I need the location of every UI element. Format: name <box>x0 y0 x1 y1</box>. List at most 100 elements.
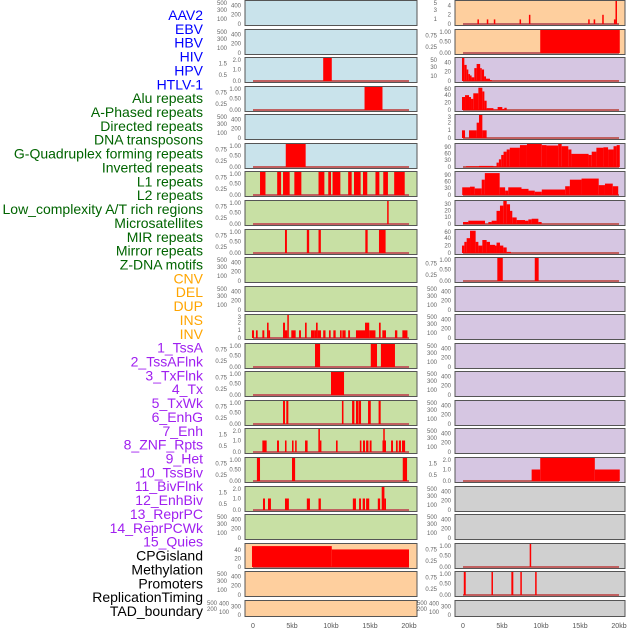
feature-label: ReplicationTiming <box>92 589 203 605</box>
y-tick-label: 0 <box>238 51 242 57</box>
feature-label: G-Quadruplex forming repeats <box>14 146 203 162</box>
y-tick-label: 1.0 <box>233 496 242 502</box>
panel-background <box>244 200 418 226</box>
data-bar <box>268 330 271 338</box>
y-tick-label: 0.50 <box>439 553 451 559</box>
data-bar <box>292 458 296 481</box>
y-tick-label: 500 <box>217 515 228 521</box>
data-bar <box>535 572 537 595</box>
y-tick-label: 2.0 <box>443 458 452 464</box>
y-tick-label: 200 <box>417 607 428 613</box>
data-bar <box>534 191 542 195</box>
y-tick-label: 200 <box>231 299 242 305</box>
feature-label: MIR repeats <box>127 229 203 245</box>
data-bar <box>473 93 479 110</box>
x-tick-label: 15kb <box>362 623 377 630</box>
panel-background <box>454 343 626 369</box>
data-bar <box>484 173 500 195</box>
data-bar <box>359 440 362 452</box>
data-bar <box>368 401 371 424</box>
data-bar <box>484 100 487 110</box>
data-bar <box>470 230 476 253</box>
data-bar <box>516 220 526 224</box>
data-bar <box>616 145 620 167</box>
data-bar <box>558 144 562 167</box>
data-bar <box>316 322 318 338</box>
feature-label: CNV <box>173 270 203 286</box>
y-tick-label: 100 <box>429 610 440 616</box>
panel-background <box>454 600 626 617</box>
data-bar <box>615 1 617 24</box>
data-bar <box>481 69 485 81</box>
data-bar <box>306 498 310 510</box>
x-tick-label: 10kb <box>323 623 338 630</box>
y-tick-label: 400 <box>231 3 242 9</box>
y-tick-label: 20 <box>234 556 241 562</box>
y-tick-label: 0.5 <box>219 444 228 450</box>
y-tick-label: 0.75 <box>215 405 227 411</box>
data-bar <box>318 429 320 452</box>
data-bar <box>512 217 517 224</box>
data-bar <box>333 330 336 338</box>
y-tick-label: 0.50 <box>229 239 241 245</box>
y-tick-label: 0.25 <box>215 159 227 165</box>
feature-label: 9_Het <box>166 451 203 467</box>
data-bar <box>521 188 529 195</box>
panel-background <box>454 257 626 283</box>
feature-label: L1 repeats <box>137 173 203 189</box>
data-bar <box>395 440 398 452</box>
panel-promoters: 0.000.250.500.751.00 <box>425 543 626 571</box>
y-tick-label: 0 <box>448 450 452 456</box>
y-tick-label: 0.75 <box>215 205 227 211</box>
data-bar <box>531 218 539 224</box>
y-tick-label: 40 <box>444 93 451 99</box>
y-tick-label: 1.00 <box>229 230 241 236</box>
data-bar <box>315 344 321 367</box>
y-tick-label: 300 <box>427 351 438 357</box>
data-bar <box>481 179 485 195</box>
feature-label: DUP <box>173 298 203 314</box>
feature-label: 1_TssA <box>157 340 204 356</box>
y-tick-label: 100 <box>217 303 228 309</box>
panel-alu-repeats: 0.000.250.500.751.00 <box>215 171 418 199</box>
x-axes: 0 5kb 10kb 15kb 20kb 0 5kb 10kb 15kb 20kb <box>251 623 627 630</box>
data-bar <box>528 14 531 24</box>
y-tick-label: 0.00 <box>229 251 241 257</box>
y-tick-label: 4 <box>448 3 452 9</box>
data-bar <box>470 186 475 195</box>
data-bar <box>465 95 470 110</box>
y-tick-label: 500 <box>217 287 228 293</box>
y-tick-label: 0 <box>448 336 452 342</box>
y-tick-label: 100 <box>217 46 228 52</box>
y-tick-label: 0 <box>448 79 452 85</box>
panel-l2-repeats: 0.000.250.500.751.00 <box>215 371 418 399</box>
y-tick-label: 40 <box>444 236 451 242</box>
panel-background <box>244 229 418 255</box>
y-tick-label: 1.5 <box>219 491 228 497</box>
y-tick-label: 300 <box>427 322 438 328</box>
panel-background <box>244 571 418 597</box>
feature-label: 5_TxWk <box>152 395 204 411</box>
data-bar <box>365 322 370 338</box>
data-bar <box>602 14 604 24</box>
y-tick-label: 0.00 <box>229 165 241 171</box>
data-bar <box>331 549 409 567</box>
feature-label: Alu repeats <box>132 90 203 106</box>
y-tick-label: 200 <box>441 499 452 505</box>
y-tick-label: 100 <box>427 417 438 423</box>
data-bar <box>267 498 271 510</box>
data-bar <box>568 149 572 167</box>
data-bar <box>402 330 408 338</box>
data-bar <box>477 19 479 24</box>
data-bar <box>255 330 258 338</box>
x-tick-label: 0 <box>251 623 255 630</box>
data-bar <box>508 187 522 195</box>
y-tick-label: 0.25 <box>215 216 227 222</box>
y-tick-label: 0 <box>448 613 452 619</box>
panel-background <box>244 286 418 312</box>
